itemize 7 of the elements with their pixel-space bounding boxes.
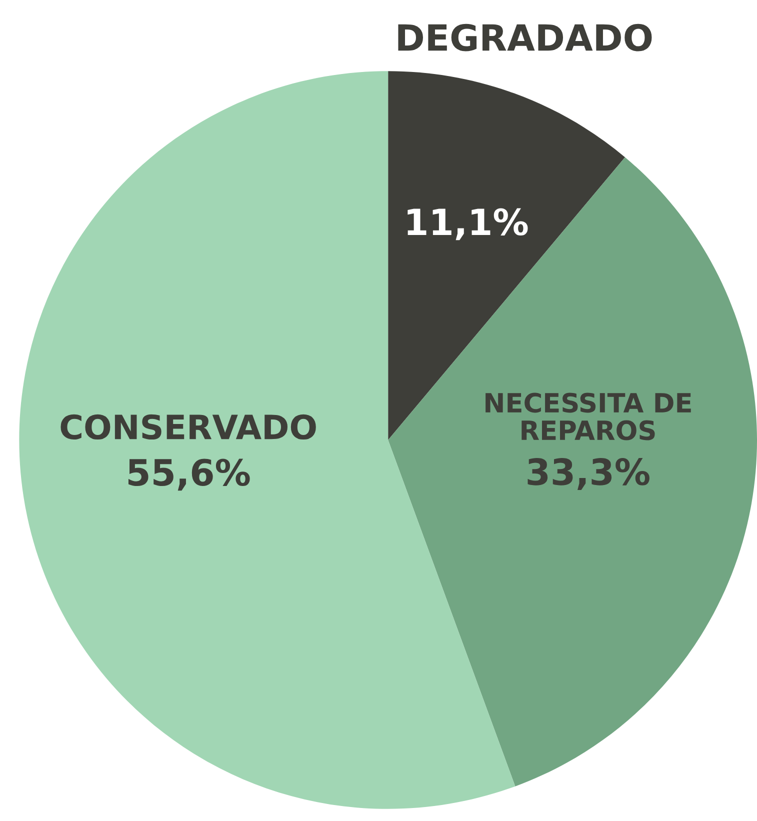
data-label: 55,6%: [128, 458, 250, 491]
data-label: 11,1%: [408, 208, 528, 240]
slice-label: NECESSITA DE REPAROS: [486, 392, 691, 440]
slice-label: DEGRADADO: [398, 24, 652, 52]
data-label: 33,3%: [528, 458, 650, 490]
pie-slice: [388, 157, 757, 786]
slice-label: CONSERVADO: [60, 414, 316, 440]
